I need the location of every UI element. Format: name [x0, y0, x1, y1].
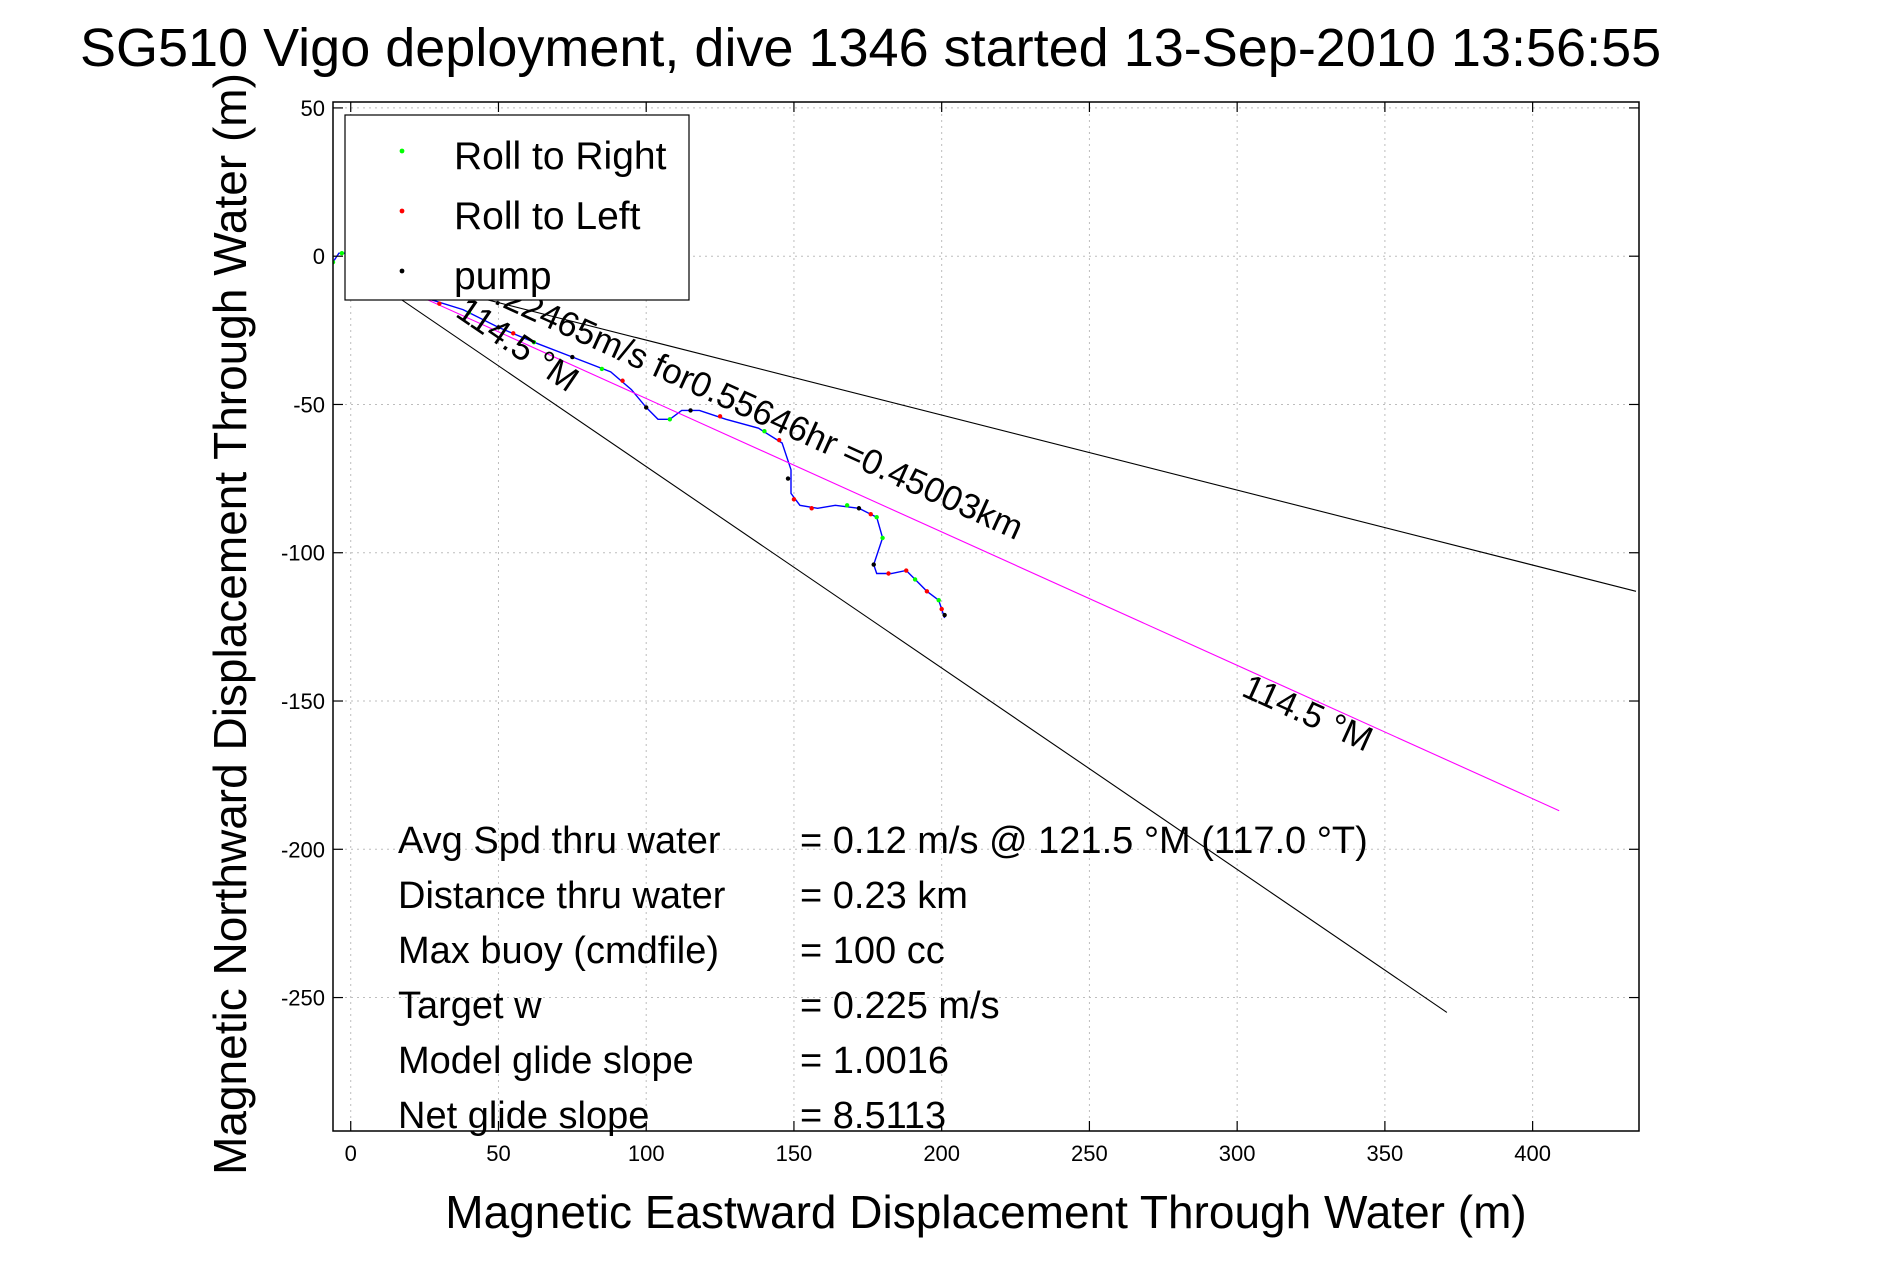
x-tick-label: 250 [1071, 1141, 1108, 1166]
heading-line [350, 264, 1560, 812]
y-tick-label: -100 [281, 541, 325, 566]
roll-to-left-marker [437, 301, 442, 306]
y-tick-label: 0 [313, 244, 325, 269]
x-tick-label: 150 [776, 1141, 813, 1166]
stat-label: Distance thru water [398, 875, 726, 917]
stat-value: = 1.0016 [800, 1040, 949, 1082]
x-tick-label: 350 [1367, 1141, 1404, 1166]
stat-label: Avg Spd thru water [398, 820, 721, 862]
roll-to-right-marker [667, 417, 673, 422]
x-tick-label: 50 [486, 1141, 510, 1166]
roll-to-left-marker [511, 331, 516, 336]
x-axis-label: Magnetic Eastward Displacement Through W… [445, 1186, 1526, 1238]
stat-label: Net glide slope [398, 1095, 649, 1137]
stat-value: = 0.12 m/s @ 121.5 °M (117.0 °T) [800, 820, 1368, 862]
stat-label: Max buoy (cmdfile) [398, 930, 719, 972]
y-axis-label: Magnetic Northward Displacement Through … [204, 73, 256, 1175]
ticks: 0 50 100 150 200 250 300 350 400 50 0 -50 -100 -150 -2… [281, 96, 1639, 1166]
y-tick-label: -50 [293, 392, 325, 417]
roll-to-left-marker [924, 589, 930, 594]
stat-label: Target w [398, 985, 542, 1027]
y-tick-label: -200 [281, 837, 325, 862]
roll-to-right-marker [844, 503, 850, 508]
roll-to-left-marker [868, 511, 873, 517]
roll-to-left-marker [886, 571, 891, 576]
legend: Roll to Right Roll to Left pump [344, 114, 690, 301]
roll-to-left-marker [776, 437, 782, 443]
stat-value: = 0.23 km [800, 875, 968, 917]
pump-marker [785, 476, 791, 481]
x-tick-label: 300 [1219, 1141, 1256, 1166]
legend-marker [399, 268, 405, 274]
x-tick-label: 200 [923, 1141, 960, 1166]
roll-to-right-marker [339, 251, 345, 256]
pump-marker [871, 562, 876, 567]
legend-label: pump [454, 255, 552, 298]
pump-marker [496, 325, 501, 330]
stat-label: Model glide slope [398, 1040, 694, 1082]
x-tick-label: 0 [345, 1141, 357, 1166]
x-tick-label: 400 [1514, 1141, 1551, 1166]
pump-marker [570, 354, 575, 360]
roll-to-right-marker [912, 577, 918, 582]
roll-to-left-marker [717, 414, 723, 419]
stat-value: = 100 cc [800, 930, 945, 972]
roll-to-left-marker [791, 497, 797, 502]
legend-marker [399, 148, 405, 154]
roll-to-right-marker [599, 366, 605, 372]
pump-marker [644, 405, 649, 410]
stat-value: = 8.5113 [800, 1095, 946, 1137]
roll-to-left-marker [939, 606, 944, 612]
pump-marker [856, 506, 862, 511]
heading-line [350, 264, 1448, 1013]
roll-to-left-marker [904, 568, 909, 573]
roll-to-right-marker [466, 310, 472, 315]
legend-marker [399, 208, 405, 214]
roll-to-right-marker [880, 535, 885, 541]
roll-to-right-marker [531, 339, 537, 345]
roll-to-right-marker [762, 428, 767, 434]
heading-line [350, 264, 1637, 592]
stat-value: = 0.225 m/s [800, 985, 1000, 1027]
pump-marker [688, 408, 693, 413]
roll-to-left-marker [620, 378, 625, 383]
legend-label: Roll to Left [454, 195, 641, 238]
x-tick-label: 100 [628, 1141, 665, 1166]
plot-frame [332, 101, 1640, 1132]
roll-to-right-marker [874, 514, 879, 520]
pump-marker [942, 612, 947, 618]
roll-to-right-marker [936, 597, 941, 603]
y-tick-label: -250 [281, 986, 325, 1011]
legend-label: Roll to Right [454, 135, 667, 178]
roll-to-left-marker [809, 506, 814, 511]
stats-block: Avg Spd thru water = 0.12 m/s @ 121.5 °M … [398, 820, 1368, 1137]
y-tick-label: 50 [301, 96, 325, 121]
y-tick-label: -150 [281, 689, 325, 714]
chart-title: SG510 Vigo deployment, dive 1346 started… [80, 18, 1661, 78]
